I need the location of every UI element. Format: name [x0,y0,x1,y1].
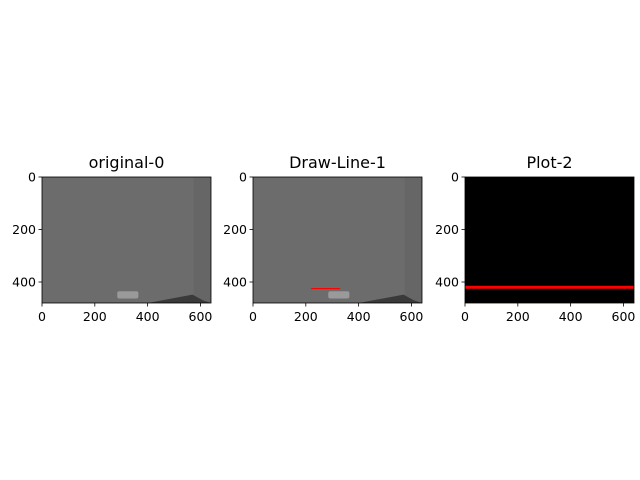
y-tick-label: 400 [435,275,459,290]
x-tick-label: 600 [400,309,424,324]
image-background [253,177,422,303]
axes-2: 0 200 400 600 0 200 400 Plot-2 [435,153,635,324]
image-background [465,177,634,303]
x-tick-label: 200 [294,309,318,324]
image-ramp [358,294,422,303]
chart-title: original-0 [89,153,165,172]
x-tick-label: 400 [347,309,371,324]
x-tick-label: 0 [38,309,46,324]
x-tick-label: 200 [506,309,530,324]
axes-0: 0 200 400 600 0 200 400 original-0 [12,153,212,324]
axes-frame [464,176,635,304]
y-tick-label: 0 [451,170,459,185]
image-content [42,177,211,303]
chart-title: Plot-2 [526,153,572,172]
y-tick-label: 200 [12,222,36,237]
y-tick-label: 0 [239,170,247,185]
image-ramp [147,294,211,303]
image-car [328,291,350,299]
x-tick-label: 600 [189,309,213,324]
chart-title: Draw-Line-1 [289,153,386,172]
axes-frame [252,176,423,304]
y-tick-label: 200 [223,222,247,237]
x-tick-label: 600 [612,309,636,324]
axes-1: 0 200 400 600 0 200 400 Draw-Line-1 [223,153,423,324]
x-tick-label: 0 [461,309,469,324]
image-right-strip [404,177,422,303]
y-tick-label: 400 [223,275,247,290]
image-right-strip [193,177,211,303]
x-tick-label: 200 [83,309,107,324]
image-content [465,177,634,303]
image-background [42,177,211,303]
x-tick-label: 400 [559,309,583,324]
y-tick-label: 200 [435,222,459,237]
y-tick-label: 0 [28,170,36,185]
image-car [117,291,139,299]
axes-frame [41,176,212,304]
y-tick-label: 400 [12,275,36,290]
image-content [253,177,422,303]
x-tick-label: 400 [136,309,160,324]
x-tick-label: 0 [249,309,257,324]
